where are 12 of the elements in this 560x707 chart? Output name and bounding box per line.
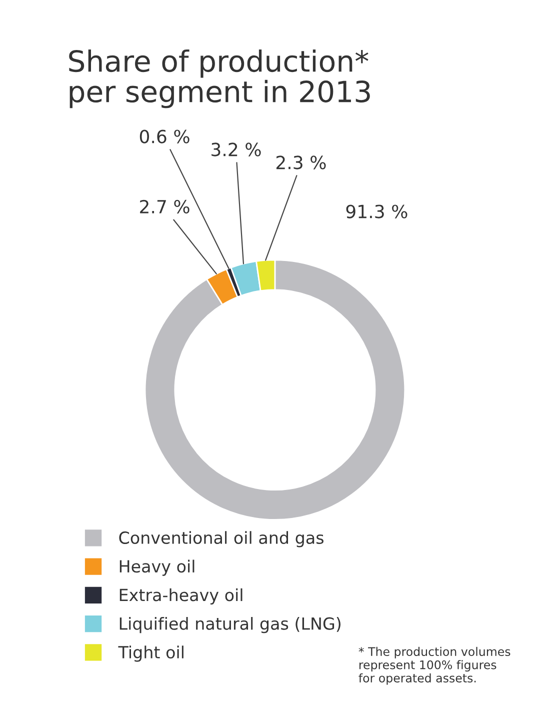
legend-label: Extra-heavy oil bbox=[120, 588, 242, 604]
legend-label: Conventional oil and gas bbox=[119, 531, 324, 548]
data-label: 91.3 % bbox=[346, 204, 408, 218]
data-label: 2.7 % bbox=[140, 200, 190, 214]
data-label: 0.6 % bbox=[140, 130, 190, 144]
legend-label: Liquified natural gas (LNG) bbox=[120, 617, 340, 634]
chart-title: Share of production* per segment in 2013 bbox=[69, 49, 370, 108]
legend-label: Tight oil bbox=[118, 646, 184, 662]
legend-label: Heavy oil bbox=[120, 560, 194, 576]
data-label: 2.3 % bbox=[276, 156, 326, 170]
text: * The production volumes represent 100% figures for operated assets. bbox=[358, 646, 510, 685]
data-label: 3.2 % bbox=[212, 142, 261, 156]
